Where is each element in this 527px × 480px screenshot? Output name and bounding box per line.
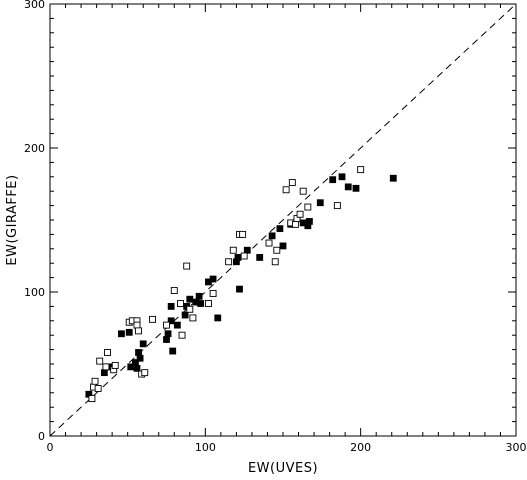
filled-square-point bbox=[167, 302, 175, 310]
filled-square-point bbox=[139, 340, 147, 348]
open-square-point bbox=[94, 385, 102, 392]
open-square-point bbox=[333, 202, 341, 210]
points-layer bbox=[85, 166, 397, 403]
x-tick-label: 200 bbox=[350, 441, 371, 454]
open-square-point bbox=[170, 287, 178, 295]
open-square-point bbox=[91, 377, 99, 385]
filled-square-point bbox=[118, 330, 125, 338]
open-square-point bbox=[133, 321, 141, 329]
filled-square-point bbox=[186, 295, 194, 303]
ticks-layer: 0 100 200 300 0 100 200 300 bbox=[24, 0, 527, 454]
open-square-point bbox=[135, 327, 142, 335]
y-tick-label: 100 bbox=[24, 286, 45, 299]
filled-square-point bbox=[234, 254, 242, 261]
filled-square-point bbox=[197, 300, 205, 307]
y-tick-label: 300 bbox=[24, 0, 45, 11]
open-square-point bbox=[271, 258, 279, 266]
open-square-point bbox=[102, 363, 110, 371]
reference-line-layer bbox=[49, 3, 517, 437]
filled-square-point bbox=[243, 246, 251, 254]
filled-square-point bbox=[352, 184, 360, 192]
filled-square-point bbox=[329, 176, 337, 184]
x-tick-label: 0 bbox=[47, 441, 54, 454]
filled-square-point bbox=[344, 183, 352, 191]
open-square-point bbox=[282, 186, 290, 194]
open-square-point bbox=[104, 349, 111, 356]
open-square-point bbox=[229, 246, 237, 254]
open-square-point bbox=[288, 179, 296, 187]
x-tick-label: 100 bbox=[195, 441, 216, 454]
filled-square-point bbox=[209, 275, 217, 283]
filled-square-point bbox=[100, 369, 108, 377]
open-square-point bbox=[183, 262, 191, 270]
filled-square-point bbox=[136, 354, 144, 362]
open-square-point bbox=[265, 239, 273, 247]
open-square-point bbox=[273, 246, 281, 254]
filled-square-point bbox=[268, 232, 276, 240]
filled-square-point bbox=[214, 314, 222, 322]
filled-square-point bbox=[236, 285, 243, 293]
open-square-point bbox=[141, 369, 149, 377]
open-square-point bbox=[357, 166, 365, 174]
y-axis-label: EW(GIRAFFE) bbox=[5, 174, 20, 265]
x-tick-label: 300 bbox=[506, 441, 527, 454]
filled-square-point bbox=[135, 349, 142, 356]
open-square-point bbox=[186, 305, 194, 313]
filled-square-point bbox=[306, 218, 313, 225]
y-tick-label: 0 bbox=[38, 430, 45, 443]
filled-square-point bbox=[389, 174, 397, 182]
filled-square-point bbox=[181, 311, 189, 319]
open-square-point bbox=[189, 314, 197, 322]
filled-square-point bbox=[316, 199, 324, 207]
open-square-point bbox=[111, 361, 119, 369]
open-square-point bbox=[291, 220, 299, 228]
filled-square-point bbox=[167, 317, 175, 325]
open-square-point bbox=[299, 187, 307, 195]
filled-square-point bbox=[169, 347, 177, 355]
open-square-point bbox=[96, 357, 104, 365]
open-square-point bbox=[209, 289, 217, 297]
x-axis-label: EW(UVES) bbox=[248, 461, 318, 476]
filled-square-point bbox=[276, 225, 284, 233]
identity-reference-line bbox=[49, 3, 517, 437]
open-square-point bbox=[177, 300, 184, 307]
filled-square-point bbox=[279, 242, 287, 250]
open-square-point bbox=[163, 321, 170, 329]
filled-square-point bbox=[338, 173, 346, 181]
filled-square-point bbox=[125, 328, 133, 336]
open-square-point bbox=[296, 210, 304, 218]
open-square-point bbox=[240, 252, 248, 260]
filled-square-point bbox=[164, 330, 172, 338]
open-square-point bbox=[304, 203, 312, 211]
y-tick-label: 200 bbox=[24, 142, 45, 155]
open-square-point bbox=[225, 258, 233, 266]
open-square-point bbox=[239, 230, 247, 238]
filled-square-point bbox=[195, 292, 203, 300]
filled-square-point bbox=[256, 254, 264, 261]
filled-square-point bbox=[133, 364, 141, 372]
filled-square-point bbox=[173, 321, 181, 329]
open-square-point bbox=[204, 300, 212, 307]
open-square-point bbox=[178, 331, 186, 339]
open-square-point bbox=[88, 395, 96, 403]
filled-square-point bbox=[163, 336, 170, 343]
open-square-point bbox=[149, 315, 156, 323]
